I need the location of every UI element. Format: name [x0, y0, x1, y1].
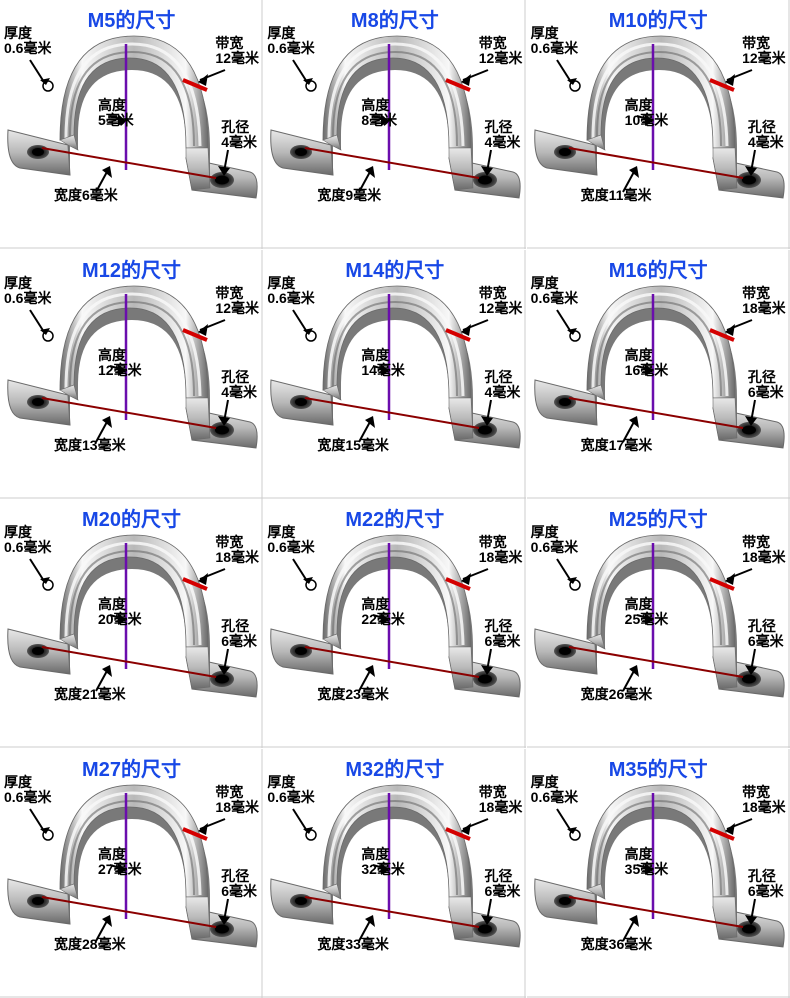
height-label: 高度 22毫米	[361, 597, 405, 628]
width-label: 宽度33毫米	[317, 937, 389, 952]
width-label: 宽度26毫米	[581, 687, 653, 702]
size-cell: M22的尺寸	[263, 499, 526, 748]
height-label: 高度 25毫米	[625, 597, 669, 628]
bandwidth-label: 带宽 18毫米	[742, 286, 786, 317]
height-label: 高度 20毫米	[98, 597, 142, 628]
bandwidth-label: 带宽 18毫米	[215, 785, 259, 816]
height-label: 高度 14毫米	[361, 348, 405, 379]
holedia-label: 孔径 6毫米	[748, 619, 784, 650]
size-cell: M10的尺寸	[527, 0, 790, 249]
bandwidth-label: 带宽 18毫米	[742, 535, 786, 566]
thickness-label: 厚度 0.6毫米	[4, 26, 51, 57]
thickness-label: 厚度 0.6毫米	[267, 26, 314, 57]
width-label: 宽度13毫米	[54, 438, 126, 453]
width-label: 宽度6毫米	[54, 188, 118, 203]
width-label: 宽度36毫米	[581, 937, 653, 952]
size-cell: M35的尺寸	[527, 749, 790, 998]
thickness-label: 厚度 0.6毫米	[4, 525, 51, 556]
bandwidth-label: 带宽 18毫米	[479, 535, 523, 566]
thickness-label: 厚度 0.6毫米	[4, 276, 51, 307]
bandwidth-label: 带宽 12毫米	[479, 286, 523, 317]
height-label: 高度 10毫米	[625, 98, 669, 129]
size-cell: M27的尺寸	[0, 749, 263, 998]
bandwidth-label: 带宽 12毫米	[215, 36, 259, 67]
width-label: 宽度9毫米	[317, 188, 381, 203]
height-label: 高度 5毫米	[98, 98, 134, 129]
height-label: 高度 16毫米	[625, 348, 669, 379]
width-label: 宽度23毫米	[317, 687, 389, 702]
holedia-label: 孔径 4毫米	[485, 370, 521, 401]
size-cell: M12的尺寸	[0, 250, 263, 499]
holedia-label: 孔径 4毫米	[221, 370, 257, 401]
size-cell: M32的尺寸	[263, 749, 526, 998]
thickness-label: 厚度 0.6毫米	[267, 525, 314, 556]
holedia-label: 孔径 6毫米	[485, 619, 521, 650]
width-label: 宽度11毫米	[581, 188, 652, 203]
thickness-label: 厚度 0.6毫米	[531, 525, 578, 556]
width-label: 宽度21毫米	[54, 687, 126, 702]
bandwidth-label: 带宽 18毫米	[742, 785, 786, 816]
bandwidth-label: 带宽 18毫米	[479, 785, 523, 816]
size-cell: M25的尺寸	[527, 499, 790, 748]
bandwidth-label: 带宽 12毫米	[479, 36, 523, 67]
height-label: 高度 35毫米	[625, 847, 669, 878]
holedia-label: 孔径 6毫米	[221, 619, 257, 650]
holedia-label: 孔径 6毫米	[748, 370, 784, 401]
holedia-label: 孔径 4毫米	[221, 120, 257, 151]
height-label: 高度 12毫米	[98, 348, 142, 379]
holedia-label: 孔径 6毫米	[221, 869, 257, 900]
size-cell: M8的尺寸	[263, 0, 526, 249]
bandwidth-label: 带宽 12毫米	[742, 36, 786, 67]
width-label: 宽度15毫米	[317, 438, 389, 453]
holedia-label: 孔径 6毫米	[748, 869, 784, 900]
width-label: 宽度28毫米	[54, 937, 126, 952]
bandwidth-label: 带宽 12毫米	[215, 286, 259, 317]
thickness-label: 厚度 0.6毫米	[531, 276, 578, 307]
width-label: 宽度17毫米	[581, 438, 653, 453]
size-cell: M5的尺寸	[0, 0, 263, 249]
height-label: 高度 8毫米	[361, 98, 397, 129]
holedia-label: 孔径 6毫米	[485, 869, 521, 900]
thickness-label: 厚度 0.6毫米	[4, 775, 51, 806]
thickness-label: 厚度 0.6毫米	[267, 775, 314, 806]
size-cell: M14的尺寸	[263, 250, 526, 499]
holedia-label: 孔径 4毫米	[485, 120, 521, 151]
bandwidth-label: 带宽 18毫米	[215, 535, 259, 566]
height-label: 高度 32毫米	[361, 847, 405, 878]
height-label: 高度 27毫米	[98, 847, 142, 878]
thickness-label: 厚度 0.6毫米	[531, 26, 578, 57]
thickness-label: 厚度 0.6毫米	[531, 775, 578, 806]
size-cell: M20的尺寸	[0, 499, 263, 748]
holedia-label: 孔径 4毫米	[748, 120, 784, 151]
size-cell: M16的尺寸	[527, 250, 790, 499]
thickness-label: 厚度 0.6毫米	[267, 276, 314, 307]
